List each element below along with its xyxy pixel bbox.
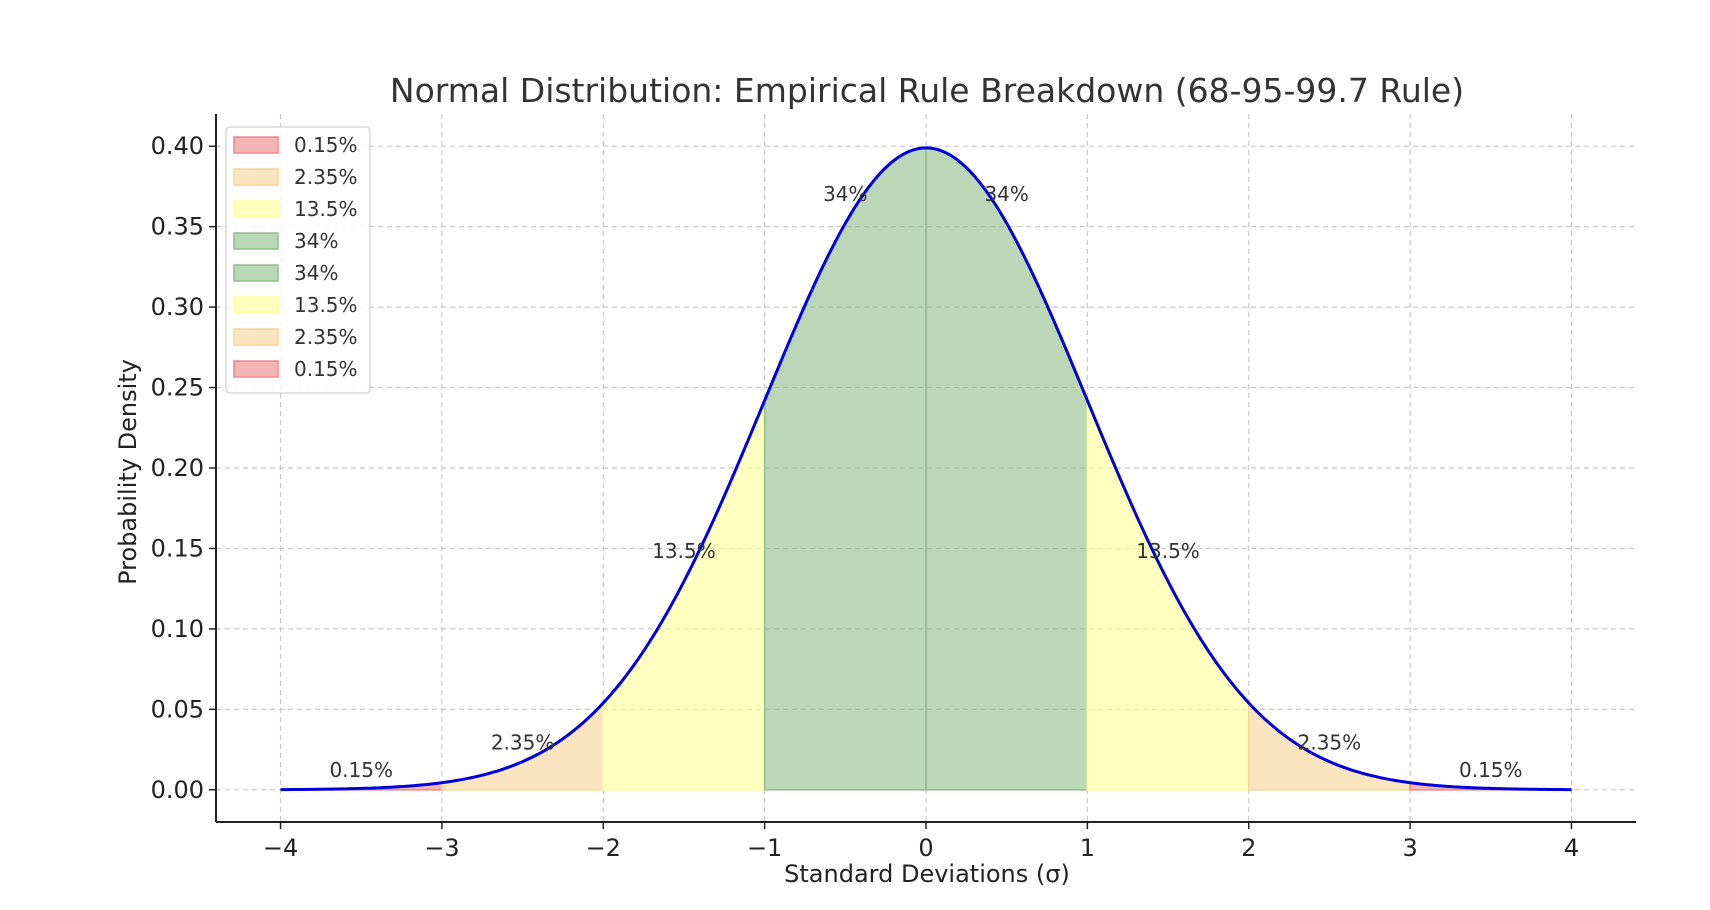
legend-box [225,126,371,394]
region-label-5: 13.5% [1136,539,1200,563]
region-label-6: 2.35% [1298,731,1362,755]
legend-label-0: 0.15% [294,133,358,157]
y-tick-label-1: 0.05 [151,695,204,723]
legend-swatch-6 [233,328,279,346]
x-tick-label-7: 3 [1402,834,1417,862]
x-tick-label-2: −2 [586,834,621,862]
legend-swatch-1 [233,168,279,186]
y-tick-label-6: 0.30 [151,293,204,321]
y-tick-label-3: 0.15 [151,534,204,562]
x-tick-label-4: 0 [918,834,933,862]
legend-label-2: 13.5% [294,197,358,221]
legend-swatch-4 [233,264,279,282]
legend-swatch-0 [233,136,279,154]
legend-label-3: 34% [294,229,338,253]
density-curve [280,146,1572,792]
y-tick-label-4: 0.20 [151,454,204,482]
y-tick-label-5: 0.25 [151,374,204,402]
region-label-2: 13.5% [652,539,716,563]
y-tick-label-2: 0.10 [151,615,204,643]
legend-label-1: 2.35% [294,165,358,189]
tick-labels: −4 −3 −2 −1 0 1 2 3 4 0.00 0.05 0.10 0.15 0.20 0.25 0.3… [151,132,1580,862]
x-axis-label: Standard Deviations (σ) [784,860,1070,888]
region-area-3 [763,147,927,791]
x-tick-label-0: −4 [263,834,298,862]
region-label-3: 34% [823,182,867,206]
x-tick-label-6: 2 [1241,834,1256,862]
legend-swatch-3 [233,232,279,250]
region-label-0: 0.15% [329,758,393,782]
region-area-4 [925,147,1089,791]
legend: 0.15% 2.35% 13.5% 34% 34% 13.5% 2.35% 0.15% [225,126,371,394]
x-tick-label-5: 1 [1080,834,1095,862]
x-tick-label-3: −1 [747,834,782,862]
shaded-regions [279,147,1573,791]
legend-swatch-5 [233,296,279,314]
x-tick-label-8: 4 [1564,834,1579,862]
legend-swatch-7 [233,360,279,378]
legend-label-7: 0.15% [294,357,358,381]
region-label-1: 2.35% [491,731,555,755]
y-axis-label: Probability Density [114,359,142,585]
y-tick-label-0: 0.00 [151,776,204,804]
region-labels: 0.15% 2.35% 13.5% 34% 34% 13.5% 2.35% 0.15% [329,182,1522,782]
x-tick-label-1: −3 [424,834,459,862]
y-tick-label-8: 0.40 [151,132,204,160]
y-tick-label-7: 0.35 [151,213,204,241]
legend-label-4: 34% [294,261,338,285]
grid-lines [216,114,1636,822]
legend-swatch-2 [233,200,279,218]
region-label-4: 34% [984,182,1028,206]
legend-label-6: 2.35% [294,325,358,349]
legend-label-5: 13.5% [294,293,358,317]
density-curve-group [280,146,1572,792]
chart-title: Normal Distribution: Empirical Rule Brea… [390,71,1464,110]
region-label-7: 0.15% [1459,758,1523,782]
